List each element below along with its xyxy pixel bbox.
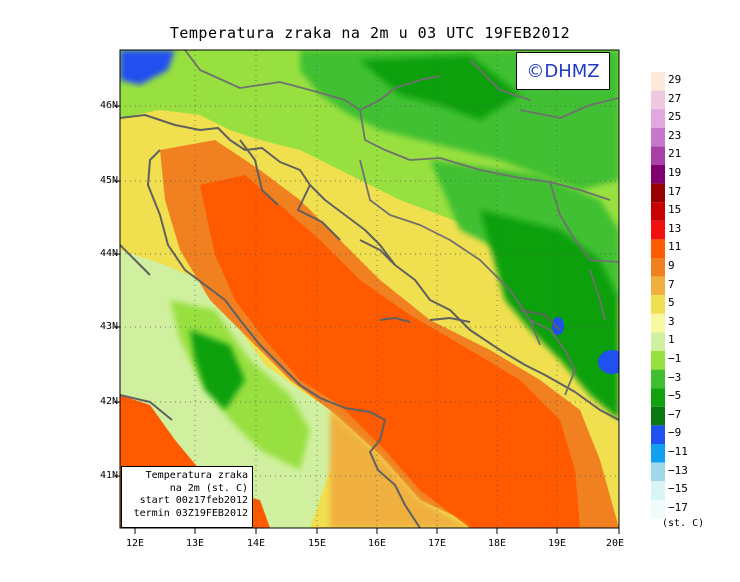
info-line: termin 03Z19FEB2012: [133, 507, 248, 519]
info-line: na 2m (st. C): [169, 482, 248, 494]
lon-label: 14E: [246, 538, 266, 549]
colorbar-label: 3: [668, 314, 675, 328]
colorbar-label: 15: [668, 203, 682, 217]
country-borders: [184, 50, 619, 396]
colorbar-label: −1: [668, 352, 682, 365]
axis-ticks: [114, 105, 620, 534]
colorbar-label: −7: [668, 407, 682, 421]
colorbar-label: 7: [668, 277, 675, 291]
colorbar-label: −9: [668, 426, 682, 440]
colorbar-label: 1: [668, 333, 675, 347]
info-line: start 00z17feb2012: [139, 495, 248, 506]
lon-label: 19E: [547, 538, 567, 549]
colorbar-label: −5: [668, 389, 682, 403]
lon-label: 12E: [125, 538, 145, 549]
colorbar: [651, 72, 665, 519]
lat-label: 42N: [99, 396, 118, 407]
colorbar-label: 13: [668, 221, 682, 235]
temperature-field: [120, 50, 619, 528]
colorbar-label: 21: [668, 147, 682, 161]
colorbar-swatch: [651, 127, 665, 147]
colorbar-swatch: [651, 351, 665, 370]
colorbar-swatch: [651, 276, 665, 296]
colorbar-swatch: [651, 239, 665, 258]
colorbar-label: −17: [668, 500, 688, 514]
colorbar-label: −3: [668, 370, 682, 384]
colorbar-label: 25: [668, 110, 682, 124]
colorbar-swatch: [651, 425, 665, 444]
coastlines: [120, 114, 619, 528]
lon-label: 15E: [307, 538, 327, 549]
colorbar-swatch: [651, 202, 665, 221]
colorbar-swatch: [651, 90, 665, 110]
lat-label: 46N: [99, 100, 118, 111]
map-frame: [119, 49, 620, 529]
colorbar-swatch: [651, 444, 665, 463]
colorbar-label: 29: [668, 73, 682, 86]
colorbar-unit: (st. C): [662, 518, 705, 529]
colorbar-swatch: [651, 258, 665, 277]
colorbar-label: −11: [668, 445, 688, 458]
lat-label: 45N: [99, 175, 118, 186]
lat-label: 41N: [99, 470, 118, 481]
lon-label: 13E: [185, 538, 205, 549]
info-line: Temperatura zraka: [145, 470, 248, 481]
colorbar-swatch: [651, 313, 665, 333]
colorbar-swatch: [651, 165, 665, 184]
colorbar-swatch: [651, 146, 665, 165]
lon-label: 18E: [487, 538, 507, 549]
lat-label: 43N: [99, 321, 118, 332]
info-box: Temperatura zraka na 2m (st. C) start 00…: [121, 466, 253, 528]
colorbar-label: 19: [668, 166, 682, 179]
colorbar-swatch: [651, 220, 665, 240]
colorbar-swatch: [651, 183, 665, 203]
colorbar-label: 5: [668, 296, 675, 310]
colorbar-label: −15: [668, 482, 688, 496]
colorbar-label: −13: [668, 463, 688, 477]
lon-label: 17E: [427, 538, 447, 549]
colorbar-swatch: [651, 406, 665, 426]
colorbar-swatch: [651, 295, 665, 314]
colorbar-swatch: [651, 388, 665, 407]
colorbar-swatch: [651, 462, 665, 482]
colorbar-swatch: [651, 332, 665, 351]
colorbar-swatch: [651, 499, 665, 519]
colorbar-label: 11: [668, 240, 682, 254]
copyright-badge: ©DHMZ: [516, 52, 610, 90]
colorbar-swatch: [651, 72, 665, 91]
colorbar-swatch: [651, 109, 665, 128]
colorbar-swatch: [651, 481, 665, 500]
map-title: Temperatura zraka na 2m u 03 UTC 19FEB20…: [169, 24, 571, 42]
lon-label: 20E: [605, 538, 625, 549]
colorbar-label: 9: [668, 259, 675, 272]
colorbar-swatch: [651, 369, 665, 389]
lat-label: 44N: [99, 248, 118, 259]
colorbar-label: 27: [668, 91, 682, 105]
colorbar-label: 17: [668, 184, 682, 198]
colorbar-label: 23: [668, 128, 682, 142]
lon-label: 16E: [367, 538, 387, 549]
